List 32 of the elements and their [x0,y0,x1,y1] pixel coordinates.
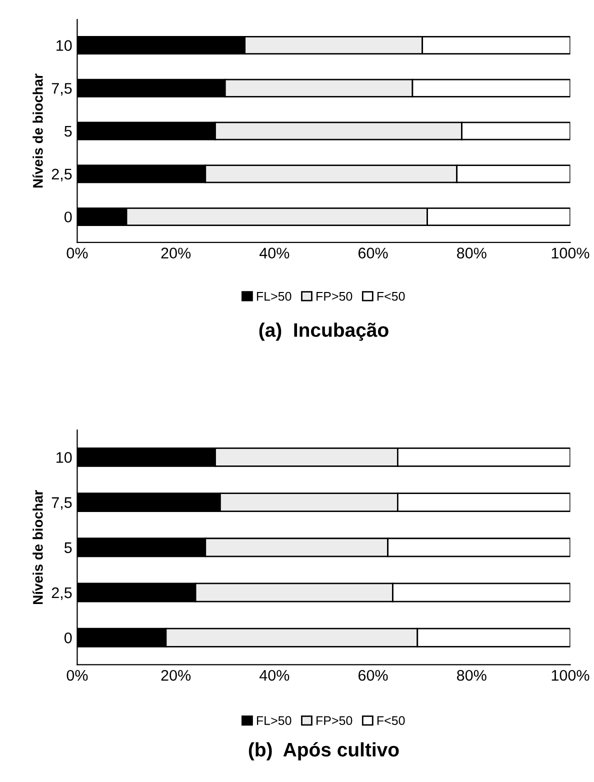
x-tick-label: 0% [66,670,88,681]
y-tick-label: 5 [64,542,72,554]
x-tick-label: 80% [457,248,486,259]
legend-label: FL>50 [256,292,292,301]
y-tick-label: 10 [56,40,72,51]
x-tick-label: 60% [358,248,388,259]
y-tick-label: 0 [64,632,72,644]
x-tick-label: 40% [259,248,290,259]
x-tick-label: 100% [552,670,590,681]
y-tick-label: 0 [64,212,72,222]
x-tick-label: 0% [66,248,88,259]
y-tick-label: 2,5 [52,587,72,600]
y-axis-title: Níveis de biochar [32,490,43,604]
legend-label: F<50 [377,716,405,726]
x-tick-label: 40% [259,670,290,681]
x-tick-label: 80% [457,670,486,681]
x-tick-label: 20% [161,248,191,259]
text: (b) Após cultivo [248,742,399,760]
y-tick-label: 5 [64,126,72,137]
x-tick-label: 100% [552,248,590,259]
y-tick-label: 10 [56,452,72,463]
y-tick-label: 2,5 [52,168,72,182]
x-tick-label: 60% [358,670,388,681]
y-tick-label: 7,5 [52,83,72,96]
legend-label: FL>50 [256,716,292,726]
text: (a) Incubação [259,322,388,341]
x-tick-label: 20% [161,670,191,681]
y-tick-label: 7,5 [52,497,72,510]
legend-label: F<50 [377,292,405,301]
y-axis-title: Níveis de biochar [32,74,43,188]
legend-label: FP>50 [316,292,352,301]
legend-label: FP>50 [316,716,352,726]
